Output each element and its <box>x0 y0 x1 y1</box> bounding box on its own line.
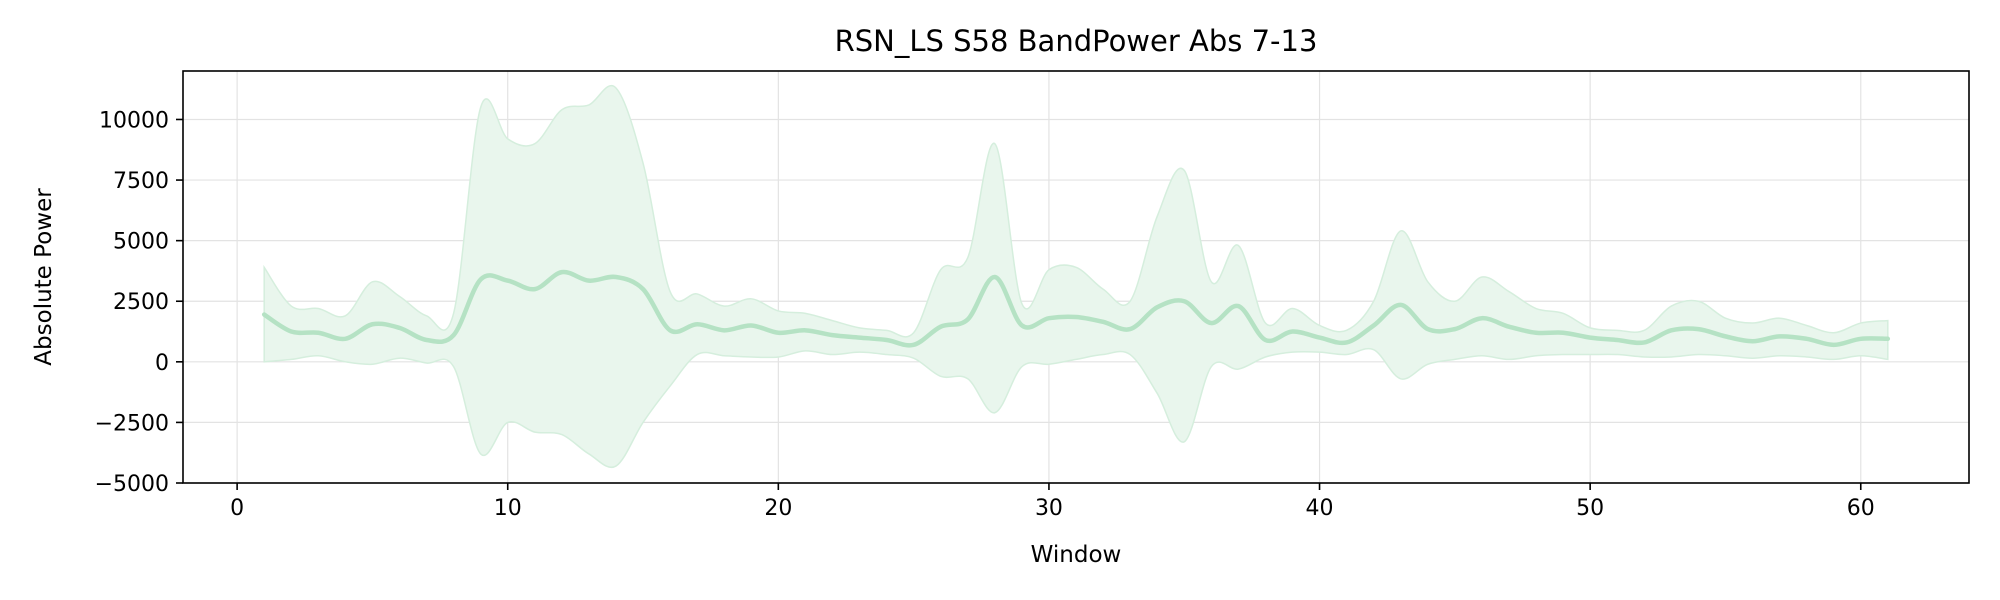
confidence-band <box>263 85 1889 468</box>
y-tick-label: 2500 <box>113 290 169 315</box>
confidence-band-area <box>263 85 1889 468</box>
x-tick-label: 60 <box>1847 496 1875 521</box>
x-tick-label: 40 <box>1306 496 1334 521</box>
x-axis-title: Window <box>1031 542 1122 568</box>
x-tick-label: 20 <box>764 496 792 521</box>
mean-line-path <box>261 269 1891 348</box>
plot-frame <box>182 70 1970 484</box>
y-tick-label: 5000 <box>113 230 169 255</box>
y-tick-label: −5000 <box>95 472 169 497</box>
x-tick-label: 30 <box>1035 496 1063 521</box>
chart-title: RSN_LS S58 BandPower Abs 7-13 <box>835 24 1318 58</box>
y-tick-label: 7500 <box>113 169 169 194</box>
y-axis-ticks: −5000 −2500 0 2500 5000 7500 10000 <box>95 108 183 497</box>
x-axis-ticks: 0 10 20 30 40 50 60 <box>230 483 1875 521</box>
y-tick-label: 10000 <box>99 108 169 133</box>
mean-line <box>261 269 1891 348</box>
y-tick-label: 0 <box>155 351 169 376</box>
y-axis-title: Absolute Power <box>31 188 57 366</box>
x-tick-label: 50 <box>1576 496 1604 521</box>
x-tick-label: 10 <box>494 496 522 521</box>
y-tick-label: −2500 <box>95 411 169 436</box>
x-tick-label: 0 <box>230 496 244 521</box>
